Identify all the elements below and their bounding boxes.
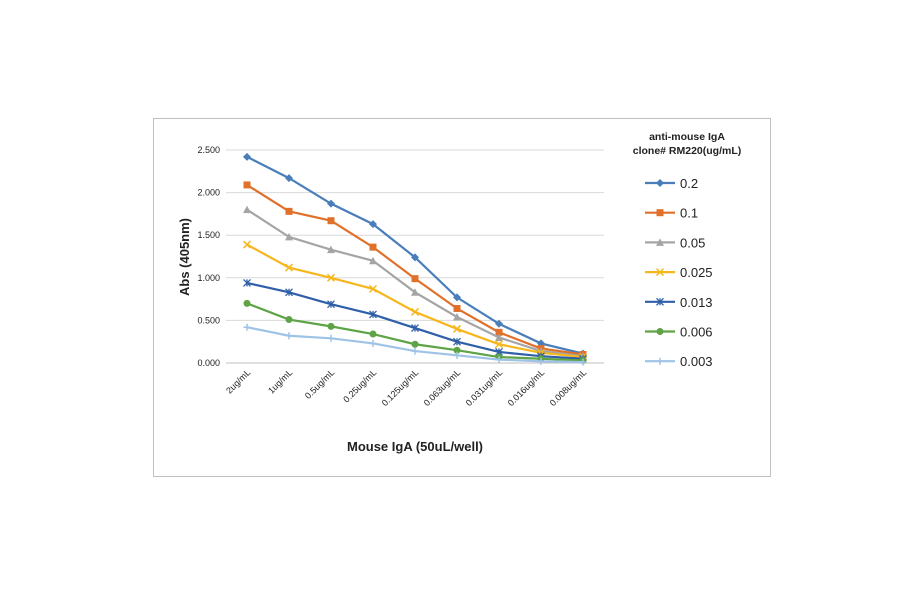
marker (369, 339, 377, 347)
series (243, 323, 587, 366)
marker (495, 333, 503, 341)
marker (656, 328, 664, 335)
legend-item: 0.025 (645, 265, 713, 280)
marker (327, 300, 335, 309)
marker (411, 347, 419, 355)
x-axis-title: Mouse IgA (50uL/well) (347, 439, 483, 454)
marker (368, 284, 378, 293)
marker (243, 181, 251, 189)
legend-label: 0.006 (680, 325, 713, 340)
marker (410, 307, 420, 316)
marker (284, 263, 294, 272)
marker (452, 324, 462, 333)
marker (327, 322, 335, 330)
y-tick-label: 0.500 (197, 315, 220, 325)
marker (495, 356, 503, 364)
legend-title: anti-mouse IgA (649, 131, 725, 143)
marker (285, 316, 293, 324)
marker (411, 288, 419, 296)
chart-frame (153, 118, 771, 477)
legend-label: 0.013 (680, 295, 713, 310)
marker (411, 275, 419, 283)
y-tick-label: 2.000 (197, 188, 220, 198)
marker (285, 332, 293, 340)
marker (656, 179, 664, 187)
marker (326, 273, 336, 282)
marker (243, 278, 251, 287)
legend-label: 0.025 (680, 265, 713, 280)
marker (369, 220, 377, 229)
marker (579, 358, 587, 366)
legend-title: clone# RM220(ug/mL) (633, 145, 742, 157)
y-tick-label: 1.000 (197, 273, 220, 283)
marker (327, 245, 335, 254)
marker (243, 299, 251, 307)
y-axis-title: Abs (405nm) (177, 218, 192, 296)
marker (537, 357, 545, 365)
legend-item: 0.2 (645, 176, 698, 191)
series (243, 205, 587, 360)
marker (655, 268, 665, 277)
marker (285, 288, 293, 297)
marker (327, 334, 335, 342)
marker (656, 297, 664, 306)
marker (453, 293, 461, 302)
legend-label: 0.1 (680, 206, 698, 221)
marker (495, 328, 503, 336)
legend-label: 0.05 (680, 235, 705, 250)
marker (369, 310, 377, 319)
legend-label: 0.003 (680, 354, 713, 369)
series (242, 240, 588, 362)
marker (242, 240, 252, 249)
legend-label: 0.2 (680, 176, 698, 191)
marker (656, 357, 664, 365)
marker (285, 232, 293, 241)
marker (495, 319, 503, 328)
marker (453, 351, 461, 359)
marker (327, 199, 335, 208)
marker (453, 346, 461, 354)
legend-item: 0.05 (645, 235, 705, 250)
marker (656, 209, 664, 217)
marker (285, 207, 293, 215)
marker (243, 323, 251, 331)
y-tick-label: 1.500 (197, 230, 220, 240)
marker (369, 256, 377, 265)
marker (411, 253, 419, 262)
marker (656, 238, 664, 246)
marker (494, 340, 504, 349)
marker (411, 340, 419, 348)
legend-item: 0.006 (645, 325, 713, 340)
marker (243, 205, 251, 214)
marker (453, 304, 461, 312)
y-tick-label: 0.000 (197, 358, 220, 368)
y-tick-label: 2.500 (197, 145, 220, 155)
marker (453, 312, 461, 321)
marker (453, 337, 461, 346)
legend-item: 0.013 (645, 295, 713, 310)
marker (285, 174, 293, 183)
marker (369, 330, 377, 338)
marker (243, 152, 251, 161)
legend-item: 0.1 (645, 206, 698, 221)
legend-item: 0.003 (645, 354, 713, 369)
marker (411, 324, 419, 333)
marker (369, 243, 377, 251)
marker (327, 217, 335, 225)
